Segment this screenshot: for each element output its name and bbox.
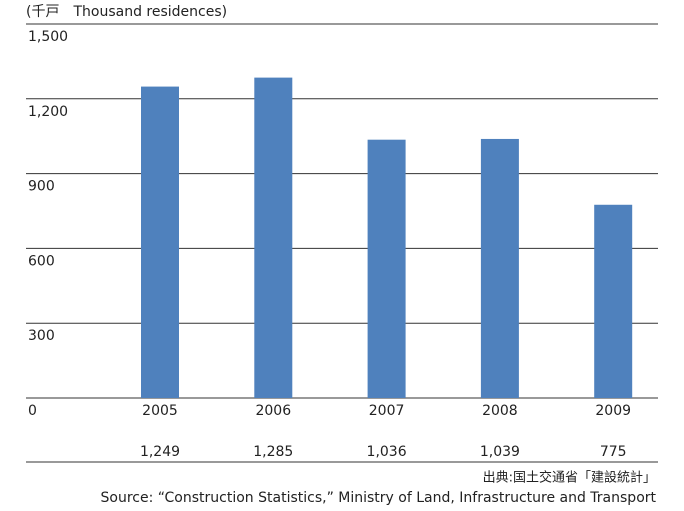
bar [141,86,179,398]
y-tick-label: 1,500 [28,29,68,45]
x-tick-label: 2008 [482,403,518,419]
bar [254,77,293,399]
x-tick-label: 2007 [369,403,405,419]
bar [594,204,633,398]
source-en: Source: “Construction Statistics,” Minis… [101,490,657,506]
value-label: 1,285 [253,444,293,460]
y-tick-label: 900 [28,179,55,195]
unit-label: (千戸 Thousand residences) [26,4,227,20]
x-tick-label: 2005 [142,403,178,419]
source-ja: 出典:国土交通省「建設統計」 [483,470,656,486]
y-tick-label: 1,200 [28,104,68,120]
y-tick-label: 0 [28,403,37,419]
bar [480,138,519,398]
value-label: 1,039 [480,444,520,460]
y-tick-label: 300 [28,328,55,344]
value-label: 1,249 [140,444,180,460]
x-tick-label: 2009 [595,403,631,419]
y-tick-label: 600 [28,253,55,269]
bar [367,139,406,398]
value-label: 775 [600,444,627,460]
value-label: 1,036 [367,444,407,460]
x-tick-label: 2006 [255,403,291,419]
